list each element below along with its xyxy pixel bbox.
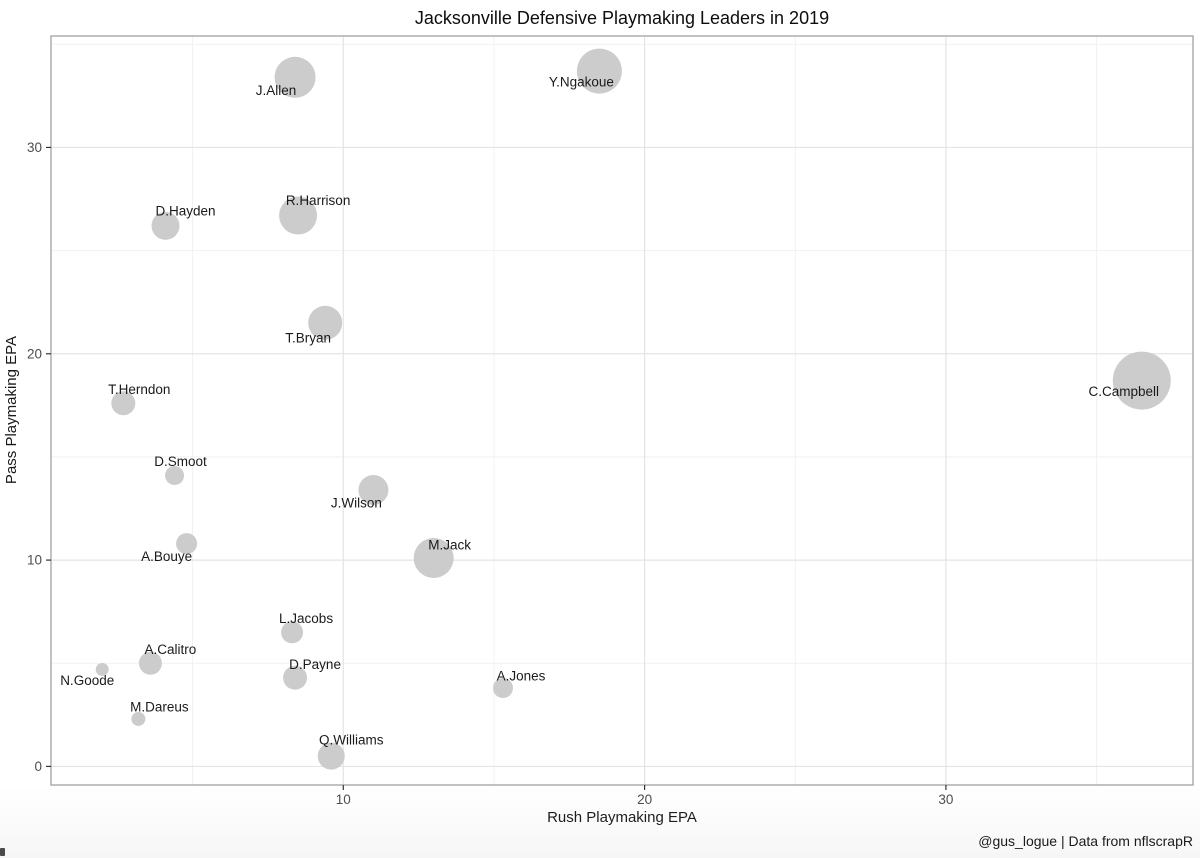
bubble-D.Smoot (165, 465, 185, 485)
point-label-M.Jack: M.Jack (428, 538, 471, 553)
point-label-Q.Williams: Q.Williams (319, 733, 384, 748)
point-label-N.Goode: N.Goode (60, 673, 114, 688)
minor-gridlines (51, 36, 1193, 785)
x-axis-title: Rush Playmaking EPA (547, 809, 697, 826)
caption: @gus_logue | Data from nflscrapR (978, 833, 1193, 849)
y-tick-label: 10 (27, 553, 42, 568)
tick-marks (46, 146, 947, 790)
bubble-Y.Ngakoue (576, 48, 622, 94)
bubble-A.Jones (492, 678, 513, 699)
point-label-D.Payne: D.Payne (289, 657, 341, 672)
y-axis-title: Pass Playmaking EPA (3, 336, 20, 484)
point-labels: J.Allen Y.Ngakoue D.Hayden R.Harrison T.Brya… (60, 75, 1159, 748)
point-label-A.Jones: A.Jones (497, 669, 546, 684)
point-label-D.Hayden: D.Hayden (155, 203, 215, 218)
point-label-D.Smoot: D.Smoot (154, 454, 207, 469)
y-tick-label: 30 (27, 140, 42, 155)
bubble-A.Calitro (138, 651, 162, 675)
point-label-T.Bryan: T.Bryan (285, 330, 331, 345)
bubble-J.Allen (274, 56, 316, 98)
chart-title: Jacksonville Defensive Playmaking Leader… (415, 8, 829, 28)
point-label-T.Herndon: T.Herndon (108, 382, 170, 397)
bubble-L.Jacobs (281, 621, 304, 644)
bubble-M.Jack (413, 538, 454, 579)
bubble-C.Campbell (1112, 351, 1171, 410)
bubble-T.Bryan (308, 305, 343, 340)
point-label-J.Allen: J.Allen (256, 83, 297, 98)
tick-labels: 10 20 30 0 10 20 30 (27, 140, 953, 807)
bubble-T.Herndon (111, 391, 136, 416)
point-label-J.Wilson: J.Wilson (331, 495, 382, 510)
cursor-artifact (0, 848, 5, 856)
data-bubbles (95, 48, 1171, 770)
bubble-R.Harrison (279, 196, 318, 235)
y-tick-label: 0 (34, 759, 42, 774)
point-label-A.Calitro: A.Calitro (145, 642, 197, 657)
x-tick-label: 10 (336, 792, 351, 807)
bubble-D.Hayden (151, 211, 180, 240)
bubble-Q.Williams (317, 742, 345, 770)
y-tick-label: 20 (27, 346, 42, 361)
bubble-M.Dareus (131, 711, 146, 726)
point-label-A.Bouye: A.Bouye (141, 549, 192, 564)
point-label-Y.Ngakoue: Y.Ngakoue (549, 75, 614, 90)
bubble-N.Goode (95, 662, 109, 676)
bubble-J.Wilson (358, 474, 389, 505)
point-label-R.Harrison: R.Harrison (286, 193, 351, 208)
point-label-C.Campbell: C.Campbell (1089, 384, 1160, 399)
x-tick-label: 30 (938, 792, 953, 807)
bubble-D.Payne (283, 665, 308, 690)
point-label-L.Jacobs: L.Jacobs (279, 611, 333, 626)
panel-border (50, 35, 1194, 786)
major-gridlines (51, 36, 1193, 785)
x-tick-label: 20 (637, 792, 652, 807)
bubble-A.Bouye (176, 533, 198, 555)
point-label-M.Dareus: M.Dareus (130, 699, 189, 714)
